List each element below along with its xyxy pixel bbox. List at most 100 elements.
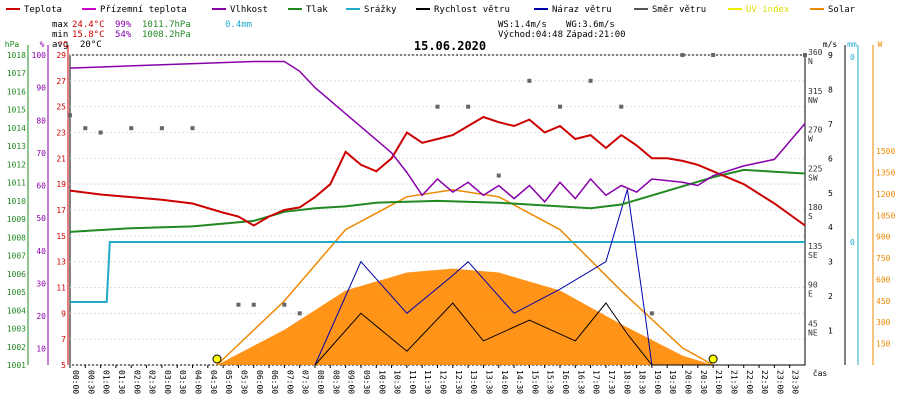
x-tick-40: 20:00 [684,370,693,394]
wind-dir-dot-5 [191,126,195,130]
x-tick-29: 14:30 [515,370,524,394]
x-tick-9: 04:30 [209,370,218,394]
x-tick-4: 02:00 [132,370,141,394]
weather-chart: Teplota Přízemní teplota Vlhkost Tlak Srážky… [0,0,900,400]
temp-tick-11: 7 [61,335,66,344]
x-tick-38: 19:00 [653,370,662,394]
hpa-tick-5: 1013 [7,142,26,151]
hpa-tick-10: 1008 [7,233,26,242]
temp-tick-5: 19 [56,180,66,189]
legend-label-5: Rychlost větru [434,5,510,15]
legend-label-6: Náraz větru [552,5,612,15]
x-tick-11: 05:30 [239,370,248,394]
temp-tick-6: 17 [56,206,66,215]
x-tick-28: 14:00 [500,370,509,394]
wind-dir-dot-11 [466,105,470,109]
dir-tick-2: 270 [808,126,823,135]
wind-dir-dot-19 [711,53,715,57]
temp-tick-4: 21 [56,154,66,163]
axis-pct-label: % [40,40,45,49]
dir-letter-5: SE [808,251,818,260]
hpa-tick-15: 1003 [7,325,26,334]
humidity-line [70,62,805,202]
w-tick-8: 300 [876,318,891,327]
legend: Teplota Přízemní teplota Vlhkost Tlak Srážky… [6,5,856,15]
wind-dir-dot-6 [236,303,240,307]
w-tick-1: 1350 [876,169,895,178]
stat-wg: WG:3.6m/s [566,20,615,30]
dir-tick-3: 225 [808,164,823,173]
ms-tick-8: 1 [828,327,833,336]
x-tick-26: 13:00 [469,370,478,394]
x-tick-8: 04:00 [194,370,203,394]
hpa-tick-16: 1002 [7,343,26,352]
wind-dir-dot-8 [282,303,286,307]
wind-dir-dot-12 [497,174,501,178]
stats-block: max 24.4°C 99% 1011.7hPa 0.4mm min 15.8°… [52,20,626,50]
ms-tick-7: 2 [828,292,833,301]
x-tick-20: 10:00 [377,370,386,394]
stat-ws: WS:1.4m/s [498,20,547,30]
x-tick-33: 16:30 [576,370,585,394]
wind-dir-dot-7 [252,303,256,307]
hpa-tick-2: 1016 [7,87,26,96]
dir-tick-1: 315 [808,87,823,96]
wind-dir-dot-9 [298,311,302,315]
wind-dir-dot-10 [436,105,440,109]
x-tick-45: 22:30 [760,370,769,394]
x-tick-44: 22:00 [745,370,754,394]
sunset-marker [709,355,717,363]
stat-sunrise: Východ:04:48 [498,30,563,40]
hpa-tick-12: 1006 [7,270,26,279]
dir-tick-5: 135 [808,242,823,251]
ms-tick-0: 9 [828,51,833,60]
x-tick-12: 06:00 [255,370,264,394]
temp-tick-8: 13 [56,258,66,267]
stat-max-rain: 0.4mm [225,20,252,30]
axis-x-label: čas [813,368,828,378]
legend-label-4: Srážky [364,5,397,15]
w-tick-6: 600 [876,275,891,284]
hpa-tick-13: 1005 [7,288,26,297]
hpa-tick-11: 1007 [7,252,26,261]
x-tick-23: 11:30 [423,370,432,394]
wind-dir-dot-16 [619,105,623,109]
pct-tick-1: 90 [36,84,46,93]
stat-min-label: min [52,30,68,40]
pct-tick-6: 40 [36,247,46,256]
x-tick-36: 18:00 [622,370,631,394]
x-tick-42: 21:00 [714,370,723,394]
temp-tick-10: 9 [61,309,66,318]
temp-tick-0: 29 [56,51,66,60]
pct-tick-0: 100 [32,51,47,60]
wind-dir-dot-15 [589,79,593,83]
temp-tick-1: 27 [56,77,66,86]
x-tick-21: 10:30 [393,370,402,394]
ms-tick-2: 7 [828,120,833,129]
legend-label-2: Vlhkost [230,5,268,15]
chart-title: 15.06.2020 [414,39,486,53]
x-tick-17: 08:30 [331,370,340,394]
mm-tick-1: 0 [850,238,855,247]
stat-sunset: Západ:21:00 [566,30,626,40]
stat-max-temp: 24.4°C [72,20,105,30]
x-tick-13: 06:30 [270,370,279,394]
dir-letter-2: W [808,135,813,144]
x-tick-30: 15:00 [530,370,539,394]
axis-mm-label: mm [847,40,857,49]
x-tick-31: 15:30 [546,370,555,394]
pct-tick-5: 50 [36,214,46,223]
hpa-tick-6: 1012 [7,160,26,169]
x-tick-5: 02:30 [148,370,157,394]
ms-tick-4: 5 [828,189,833,198]
dir-letter-7: NE [808,328,818,337]
temp-tick-2: 25 [56,103,66,112]
x-tick-41: 20:30 [699,370,708,394]
hpa-tick-7: 1011 [7,179,26,188]
dir-letter-1: NW [808,96,818,105]
ms-tick-3: 6 [828,154,833,163]
legend-label-8: UV index [746,5,790,15]
pct-tick-7: 30 [36,279,46,288]
w-tick-2: 1200 [876,190,895,199]
legend-label-7: Směr větru [652,5,706,15]
